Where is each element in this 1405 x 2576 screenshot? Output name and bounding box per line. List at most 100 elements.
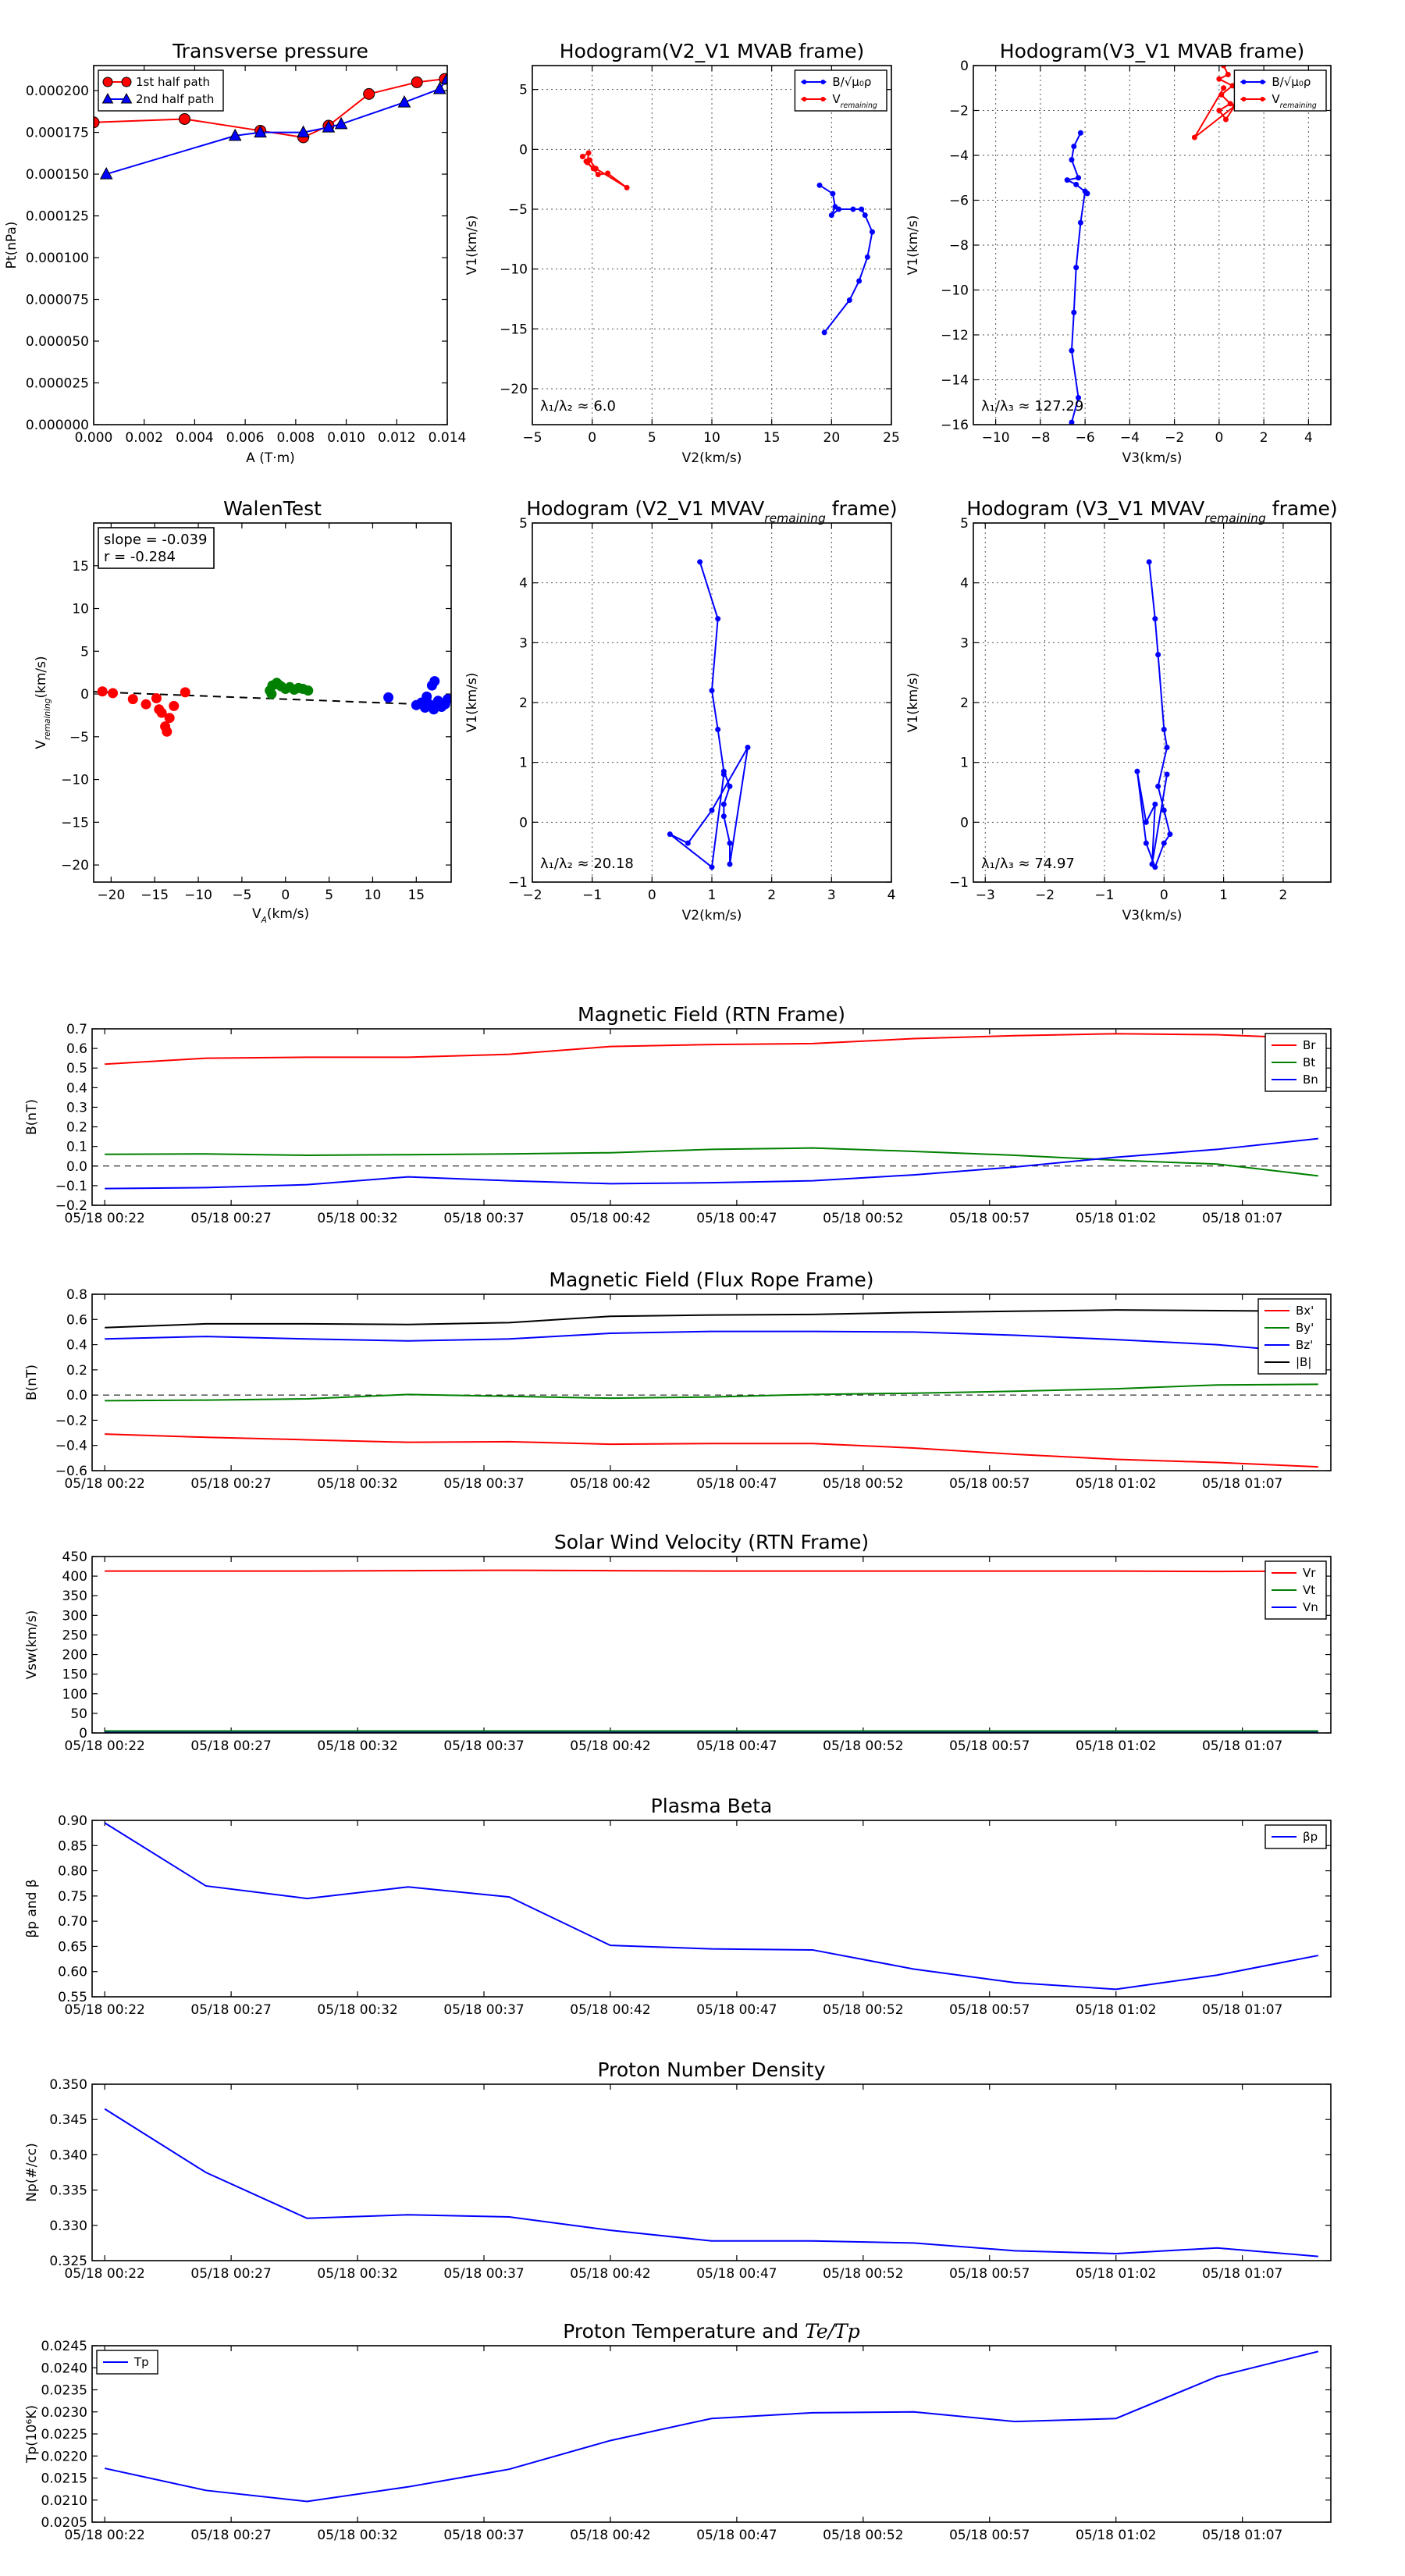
axes-frame — [93, 65, 448, 425]
axes-frame — [973, 522, 1332, 883]
y-tick-label: 0.3 — [66, 1100, 87, 1115]
y-tick-label: 0.2 — [66, 1120, 87, 1136]
y-tick-label: 450 — [62, 1550, 87, 1565]
stats-box-frame — [98, 527, 215, 569]
data-point — [429, 676, 440, 687]
y-tick-label: −0.2 — [55, 1413, 87, 1429]
series-line — [104, 1822, 1318, 1991]
data-point — [1143, 840, 1149, 846]
data-point — [745, 745, 751, 750]
data-point — [579, 154, 585, 160]
legend-label: Vn — [1303, 1600, 1318, 1614]
data-point — [720, 771, 727, 777]
series-line — [94, 78, 445, 139]
x-tick-label: 0.010 — [327, 430, 365, 446]
x-tick-label: −6 — [1076, 430, 1095, 446]
data-point — [697, 559, 703, 565]
y-tick-label: 0.0210 — [41, 2493, 87, 2509]
y-tick-label: 0.75 — [58, 1889, 87, 1905]
legend-entry: Bx' — [1264, 1304, 1314, 1318]
y-tick-label: −20 — [500, 382, 528, 397]
data-point — [397, 95, 411, 108]
data-point — [605, 170, 611, 176]
data-point — [162, 726, 173, 737]
y-tick-label: 0.85 — [58, 1838, 87, 1854]
x-tick-label: 05/18 00:52 — [823, 1211, 903, 1226]
y-tick-label: 5 — [960, 516, 969, 532]
series-line — [105, 1309, 1318, 1329]
chart-title: Hodogram (V3_V1 MVAVremaining frame) — [966, 497, 1337, 525]
y-tick-label: 0.0245 — [41, 2339, 87, 2354]
data-point — [297, 125, 310, 138]
plot-area — [105, 1569, 1318, 1733]
ratio-annotation: λ₁/λ₃ ≈ 74.97 — [981, 856, 1075, 872]
data-point — [1161, 727, 1167, 732]
x-tick-label: 0.000 — [75, 430, 113, 446]
data-point — [303, 685, 314, 696]
y-tick-label: 5 — [80, 644, 89, 660]
chart-hodogram-v3-v1-mvav: Hodogram (V3_V1 MVAVremaining frame) −3 −2… — [905, 497, 1338, 923]
legend-marker — [820, 80, 826, 84]
y-axis-label: B(nT) — [24, 1364, 40, 1400]
series-bx- — [105, 1433, 1318, 1468]
x-axis-label: V2(km/s) — [682, 450, 742, 466]
data-point — [180, 687, 190, 698]
legend-frame — [98, 69, 224, 112]
chart-magnetic-field-flux-rope: Magnetic Field (Flux Rope Frame) 05/18 00… — [24, 1268, 1332, 1492]
data-point — [228, 128, 242, 141]
y-tick-label: 0.350 — [49, 2077, 87, 2093]
series-bt — [105, 1147, 1318, 1177]
x-tick-label: 05/18 00:27 — [190, 2002, 271, 2018]
plot-area — [104, 2108, 1318, 2258]
chart-title: Transverse pressure — [172, 40, 368, 62]
y-tick-label: −15 — [61, 815, 89, 831]
data-point — [266, 688, 277, 699]
y-tick-label: 0.000025 — [26, 376, 89, 392]
legend-entry: 1st half path — [102, 75, 210, 89]
chart-title: Magnetic Field (Flux Rope Frame) — [549, 1268, 873, 1291]
x-tick-label: 05/18 01:02 — [1076, 1476, 1156, 1492]
x-tick-label: 05/18 00:22 — [64, 2528, 144, 2543]
y-tick-label: 2 — [960, 696, 969, 711]
series-line — [104, 2108, 1318, 2258]
y-tick-label: 0.1 — [66, 1140, 87, 1155]
legend-marker — [1260, 80, 1265, 84]
legend: βp — [1264, 1824, 1327, 1849]
legend-entry: Bz' — [1264, 1338, 1313, 1352]
series-line — [105, 1433, 1318, 1468]
axes-frame — [93, 522, 452, 883]
series-v-remaining — [1191, 66, 1238, 141]
data-point — [1216, 108, 1222, 113]
series-vr — [105, 1569, 1318, 1573]
x-tick-label: −10 — [982, 430, 1010, 446]
x-tick-label: 2 — [767, 888, 776, 903]
axes-frame — [91, 2345, 1332, 2523]
legend-label: Vt — [1303, 1583, 1315, 1597]
x-tick-label: 05/18 00:32 — [317, 2002, 397, 2018]
data-point — [422, 691, 432, 702]
y-tick-label: −4 — [949, 148, 969, 164]
x-tick-label: 05/18 00:32 — [317, 2528, 397, 2543]
y-tick-label: 0 — [960, 59, 969, 74]
data-point — [164, 713, 175, 724]
x-tick-label: 05/18 01:07 — [1202, 2266, 1282, 2282]
x-tick-label: 05/18 00:22 — [64, 2266, 144, 2282]
data-point — [1146, 559, 1152, 565]
y-tick-label: 150 — [62, 1667, 87, 1683]
y-tick-label: 10 — [72, 602, 89, 617]
y-tick-label: 0.0225 — [41, 2427, 87, 2443]
data-point — [1155, 652, 1161, 658]
y-axis-label: V1(km/s) — [905, 215, 921, 276]
legend-marker — [802, 97, 807, 101]
data-point — [1191, 134, 1197, 141]
series-data — [104, 2108, 1318, 2258]
data-point — [720, 801, 727, 807]
x-tick-label: 05/18 00:52 — [823, 2528, 903, 2543]
x-tick-label: 05/18 00:57 — [949, 2266, 1030, 2282]
series-line — [669, 561, 749, 869]
legend-label: Br — [1303, 1038, 1316, 1052]
legend-frame — [1233, 69, 1327, 112]
x-tick-label: −15 — [140, 888, 169, 903]
data-point — [850, 206, 856, 212]
y-tick-label: 100 — [62, 1687, 87, 1703]
